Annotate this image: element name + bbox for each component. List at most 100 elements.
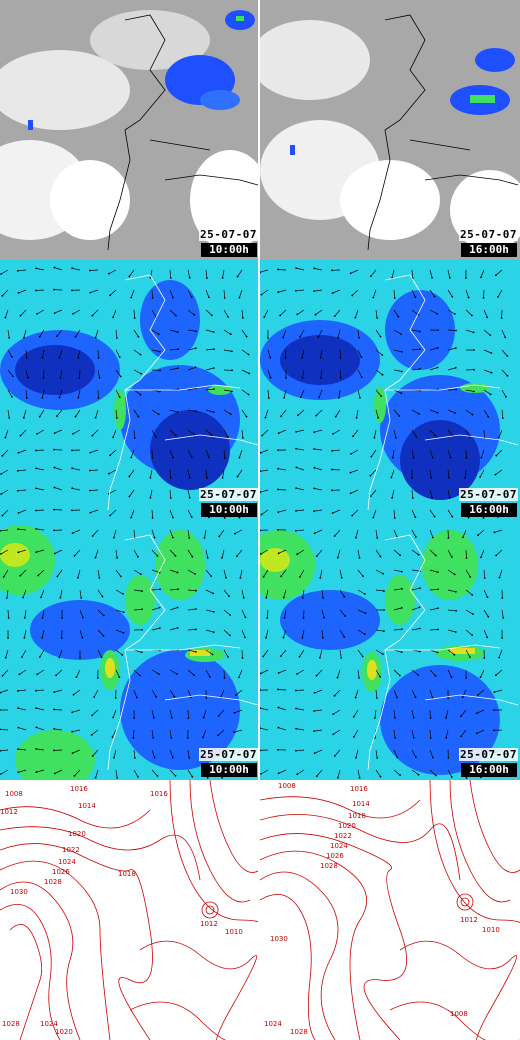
wind-arrow xyxy=(357,649,363,657)
wind-arrow xyxy=(187,509,193,518)
wind-arrow xyxy=(351,509,359,516)
isobar-label: 1020 xyxy=(55,1028,73,1036)
wind-arrow-head xyxy=(113,756,115,759)
isobar-label: 1012 xyxy=(200,920,218,928)
wind-arrow-head xyxy=(400,333,402,335)
wind-arrow-head xyxy=(23,636,26,639)
wind-arrow-head xyxy=(469,575,472,578)
wind-arrow-head xyxy=(414,756,417,758)
wind-arrow xyxy=(187,569,196,575)
wind-arrow-head xyxy=(241,657,244,659)
wind-arrow xyxy=(339,609,346,617)
wind-arrow xyxy=(17,269,27,272)
wind-arrow xyxy=(429,469,432,478)
wind-arrow-head xyxy=(74,335,77,338)
wind-arrow xyxy=(464,469,467,478)
wind-arrow xyxy=(375,409,379,418)
isobar-label: 1016 xyxy=(350,785,368,793)
wind-arrow xyxy=(205,669,211,678)
wind-arrow-head xyxy=(91,714,93,717)
wind-arrow-head xyxy=(53,529,55,532)
wind-arrow-head xyxy=(450,556,453,558)
wind-arrow-head xyxy=(141,628,143,631)
wind-arrow-head xyxy=(137,776,139,778)
wind-arrow xyxy=(89,269,99,271)
wind-arrow xyxy=(54,689,63,693)
wind-arrow-head xyxy=(158,350,161,353)
wind-arrow xyxy=(241,349,249,355)
wind-arrow-head xyxy=(229,413,232,416)
wind-arrow-head xyxy=(193,674,196,677)
wind-arrow-head xyxy=(53,432,56,434)
wind-arrow-head xyxy=(112,716,114,719)
wind-arrow xyxy=(223,609,231,616)
wind-arrow-head xyxy=(118,356,121,358)
wind-arrow xyxy=(411,569,420,572)
wind-arrow-head xyxy=(277,726,280,729)
wind-arrow xyxy=(97,589,103,597)
wind-arrow-head xyxy=(235,694,237,696)
wind-arrow-head xyxy=(277,467,279,470)
wind-arrow xyxy=(72,487,81,491)
wind-arrow xyxy=(36,309,45,315)
wind-arrow-head xyxy=(302,617,305,619)
wind-arrow xyxy=(39,329,45,337)
wind-arrow-head xyxy=(437,588,439,591)
wind-arrow xyxy=(429,489,433,498)
wind-arrow-head xyxy=(343,595,346,598)
wind-arrow xyxy=(283,389,287,398)
wind-arrow xyxy=(217,729,225,736)
wind-arrow xyxy=(97,389,99,399)
wind-arrow-head xyxy=(158,673,160,675)
wind-arrow-head xyxy=(244,636,246,639)
wind-arrow xyxy=(315,409,323,416)
wind-arrow-head xyxy=(506,355,509,357)
wind-arrow xyxy=(370,469,377,476)
wind-arrow-head xyxy=(280,575,282,578)
wind-arrow xyxy=(265,409,269,418)
wind-arrow xyxy=(393,709,396,718)
wind-arrow-head xyxy=(411,497,414,499)
wind-arrow-head xyxy=(277,488,279,491)
wind-arrow-head xyxy=(455,329,457,332)
satellite-panel-1000: 25-07-07 10:00h xyxy=(0,0,260,260)
wind-arrow-head xyxy=(59,377,62,379)
wind-arrow-head xyxy=(186,737,189,739)
wind-arrow-head xyxy=(370,275,372,278)
wind-arrow xyxy=(372,509,377,518)
wind-arrow-head xyxy=(35,509,37,512)
wind-arrows xyxy=(260,267,509,519)
wind-arrow xyxy=(447,609,457,612)
wind-arrow-head xyxy=(239,576,242,579)
wind-arrow-head xyxy=(17,690,19,692)
wind-arrow xyxy=(97,349,99,359)
wind-arrow xyxy=(18,449,27,454)
wind-arrow-head xyxy=(454,313,456,315)
wind-arrow xyxy=(41,629,45,638)
wind-map xyxy=(0,260,260,520)
wind-arrow-head xyxy=(260,727,262,730)
wind-arrow-head xyxy=(277,449,279,451)
wind-arrow xyxy=(113,529,117,538)
wind-arrow-head xyxy=(73,774,76,777)
wind-arrow-head xyxy=(350,453,352,455)
wind-arrow xyxy=(497,289,503,298)
wind-arrow xyxy=(169,529,174,538)
wind-arrow xyxy=(321,629,324,638)
wind-arrow xyxy=(393,409,400,417)
wind-arrow-head xyxy=(35,467,38,470)
wind-arrow-head xyxy=(23,617,26,619)
wind-arrow xyxy=(357,349,362,358)
wind-arrow xyxy=(483,409,489,417)
wind-arrow-head xyxy=(22,416,25,419)
wind-arrow-head xyxy=(296,553,299,556)
wind-arrow-head xyxy=(355,536,357,539)
wind-arrow-head xyxy=(210,575,213,577)
wind-arrow xyxy=(54,549,63,554)
wind-arrow-head xyxy=(320,377,322,379)
wind-arrow xyxy=(447,669,452,678)
wind-arrow xyxy=(375,329,381,337)
wind-arrow-head xyxy=(71,509,73,512)
wind-arrow-head xyxy=(71,449,73,452)
wind-arrow-head xyxy=(265,636,267,639)
